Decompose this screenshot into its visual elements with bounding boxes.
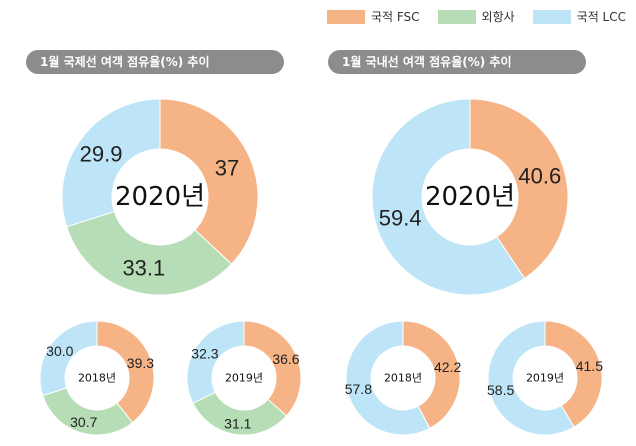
donut-center-year-label: 2019년 xyxy=(526,372,564,385)
donut-center-year-label: 2020년 xyxy=(425,182,515,212)
slice-value-label: 41.5 xyxy=(576,358,603,374)
legend-label: 국적 LCC xyxy=(576,10,626,24)
slice-value-label: 30.7 xyxy=(70,414,97,430)
legend-item: 외항사 xyxy=(437,8,515,25)
legend-swatch xyxy=(437,9,476,24)
legend-item: 국적 LCC xyxy=(532,8,626,25)
donut-chart-international-0: 37 33.1 29.9 2020년 xyxy=(61,98,259,296)
donut-slice xyxy=(345,320,431,436)
slice-value-label: 36.6 xyxy=(272,351,299,367)
donut-slice xyxy=(39,320,98,397)
donut-slice xyxy=(487,320,575,436)
donut-slice xyxy=(544,320,603,428)
slice-value-label: 58.5 xyxy=(487,382,514,398)
donut-slice xyxy=(159,98,259,265)
legend-swatch xyxy=(532,9,571,24)
international-share-header: 1월 국제선 여객 점유율(%) 추이 xyxy=(26,50,284,74)
donut-slice xyxy=(402,320,461,429)
slice-value-label: 40.6 xyxy=(518,163,561,188)
donut-slice xyxy=(243,320,302,417)
legend-label: 외항사 xyxy=(481,10,515,24)
slice-value-label: 42.2 xyxy=(434,359,461,375)
slice-value-label: 31.1 xyxy=(224,416,251,432)
donut-slice xyxy=(371,98,526,296)
slice-value-label: 33.1 xyxy=(122,256,165,281)
donut-center-year-label: 2018년 xyxy=(78,372,116,385)
donut-slice xyxy=(96,320,155,424)
donut-center-year-label: 2020년 xyxy=(115,182,205,212)
donut-slice xyxy=(469,98,569,280)
donut-slice xyxy=(186,320,245,404)
donut-chart-international-2: 39.3 30.7 30.0 2018년 xyxy=(39,320,155,436)
slice-value-label: 39.3 xyxy=(127,355,154,371)
legend-label: 국적 FSC xyxy=(370,10,420,24)
slice-value-label: 32.3 xyxy=(191,346,218,362)
donut-chart-domestic-4: 42.2 57.8 2018년 xyxy=(345,320,461,436)
donut-chart-domestic-5: 41.5 58.5 2019년 xyxy=(487,320,603,436)
donut-slice xyxy=(61,98,161,228)
slice-value-label: 59.4 xyxy=(379,206,422,231)
slice-value-label: 29.9 xyxy=(80,141,123,166)
domestic-share-header: 1월 국내선 여객 점유율(%) 추이 xyxy=(328,50,586,74)
donut-center-year-label: 2019년 xyxy=(225,372,263,385)
donut-chart-international-3: 36.6 31.1 32.3 2019년 xyxy=(186,320,302,436)
legend-swatch xyxy=(326,9,365,24)
legend: 국적 FSC 외항사 국적 LCC xyxy=(326,8,626,25)
donut-center-year-label: 2018년 xyxy=(384,372,422,385)
slice-value-label: 37 xyxy=(215,156,239,181)
legend-item: 국적 FSC xyxy=(326,8,420,25)
slice-value-label: 30.0 xyxy=(46,343,73,359)
slice-value-label: 57.8 xyxy=(345,381,372,397)
donut-slice xyxy=(65,210,233,296)
